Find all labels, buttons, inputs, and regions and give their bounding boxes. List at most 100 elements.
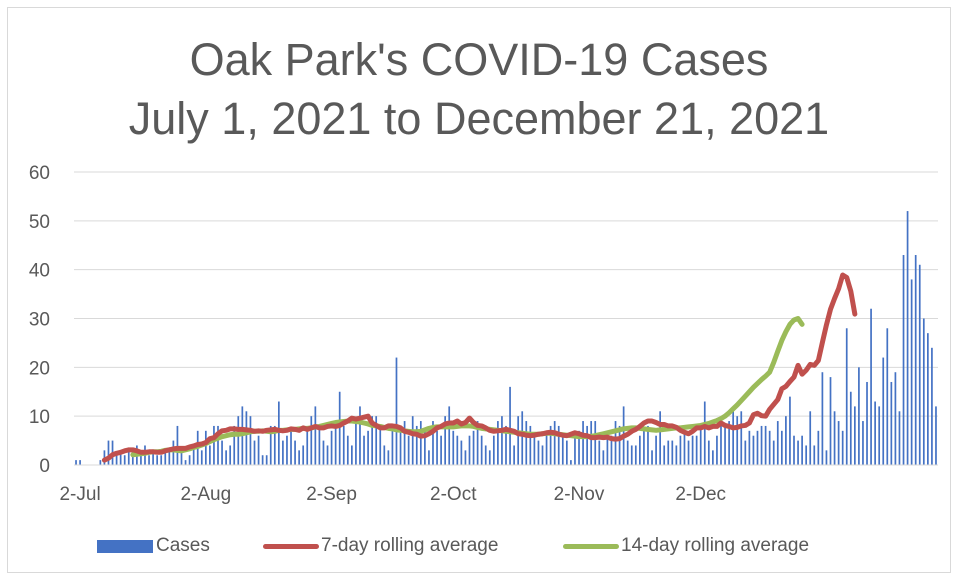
case-bar	[245, 411, 248, 465]
case-bar	[825, 450, 828, 465]
legend-swatch-cases	[97, 539, 153, 553]
case-bar	[318, 425, 321, 465]
case-bar	[310, 416, 313, 465]
case-bar	[123, 455, 126, 465]
case-bar	[184, 460, 187, 465]
case-bar	[740, 411, 743, 465]
case-bar	[699, 425, 702, 465]
case-bar	[565, 440, 568, 465]
case-bar	[156, 455, 159, 465]
case-bar	[464, 450, 467, 465]
case-bar	[233, 425, 236, 465]
case-bar	[261, 455, 264, 465]
case-bar	[497, 421, 499, 465]
case-bar	[351, 445, 353, 465]
case-bar	[217, 425, 219, 465]
case-bar	[140, 450, 142, 465]
case-bar	[643, 430, 645, 465]
case-bar	[188, 455, 191, 465]
case-bar	[322, 440, 325, 465]
legend-swatch-14day	[563, 543, 619, 549]
y-tick-label: 60	[29, 163, 50, 184]
case-bar	[894, 372, 897, 465]
case-bar	[590, 421, 593, 465]
case-bar	[801, 435, 803, 465]
case-bar	[805, 445, 808, 465]
case-bar	[415, 425, 418, 465]
case-bar	[736, 416, 739, 465]
case-bar	[476, 421, 479, 465]
case-bar	[115, 455, 118, 465]
case-bar	[387, 450, 390, 465]
case-bar	[663, 445, 666, 465]
case-bar	[549, 425, 552, 465]
case-bar	[849, 391, 852, 465]
y-tick-label: 30	[29, 310, 50, 331]
case-bar	[752, 435, 755, 465]
case-bar	[403, 421, 406, 465]
case-bar	[853, 406, 856, 465]
case-bar	[634, 445, 637, 465]
case-bar	[298, 450, 300, 465]
case-bar	[209, 445, 211, 465]
case-bar	[687, 440, 690, 465]
case-bar	[922, 318, 925, 465]
case-bar	[407, 435, 410, 465]
case-bar	[614, 421, 617, 465]
case-bar	[75, 460, 77, 465]
case-bar	[626, 440, 629, 465]
case-bar	[659, 411, 661, 465]
case-bar	[906, 211, 909, 465]
case-bar	[359, 406, 361, 465]
case-bar	[200, 450, 203, 465]
case-bar	[667, 440, 670, 465]
case-bar	[874, 401, 876, 465]
case-bar	[505, 425, 507, 465]
case-bar	[127, 450, 130, 465]
y-tick-label: 40	[29, 261, 50, 282]
case-bar	[776, 421, 779, 465]
case-bar	[780, 430, 783, 465]
case-bar	[809, 411, 812, 465]
case-bar	[440, 435, 442, 465]
case-bar	[594, 421, 597, 465]
case-bar	[724, 425, 726, 465]
legend-swatch-7day	[263, 543, 319, 549]
case-bar	[152, 450, 154, 465]
case-bar	[460, 440, 463, 465]
case-bar	[586, 425, 588, 465]
case-bar	[192, 445, 195, 465]
case-bar	[452, 430, 455, 465]
case-bar	[537, 440, 540, 465]
case-bar	[910, 279, 913, 465]
case-bar	[448, 406, 451, 465]
case-bar	[411, 416, 414, 465]
case-bar	[837, 421, 840, 465]
x-tick-label: 2-Aug	[180, 484, 231, 505]
case-bar	[756, 430, 759, 465]
case-bar	[379, 425, 382, 465]
case-bar	[180, 450, 183, 465]
case-bar	[703, 401, 706, 465]
case-bar	[342, 425, 345, 465]
case-bar	[886, 328, 889, 465]
case-bar	[647, 425, 649, 465]
case-bar	[927, 333, 929, 465]
x-tick-label: 2-Dec	[675, 484, 726, 505]
case-bar	[432, 421, 434, 465]
case-bar	[107, 440, 110, 465]
case-bar	[160, 455, 163, 465]
case-bar	[277, 401, 280, 465]
case-bar	[269, 425, 272, 465]
case-bar	[833, 411, 836, 465]
legend-label-cases: Cases	[156, 535, 210, 556]
case-bar	[841, 430, 844, 465]
case-bar	[229, 445, 232, 465]
case-bar	[890, 381, 893, 465]
legend-item-14day: 14-day rolling average	[563, 533, 809, 559]
case-bar	[306, 430, 309, 465]
case-bar	[456, 435, 459, 465]
case-bar	[419, 421, 422, 465]
x-tick-label: 2-Jul	[59, 484, 100, 505]
case-bar	[253, 440, 256, 465]
